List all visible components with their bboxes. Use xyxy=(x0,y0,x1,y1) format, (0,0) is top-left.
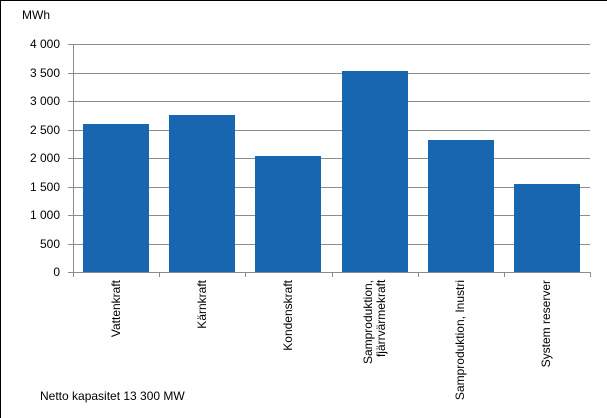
capacity-note: Netto kapasitet 13 300 MW xyxy=(40,389,185,403)
y-tick-label: 4 000 xyxy=(29,37,60,51)
gridline xyxy=(73,158,590,159)
bar xyxy=(255,155,322,272)
gridline xyxy=(73,186,590,188)
y-tick xyxy=(68,215,73,216)
gridline xyxy=(73,243,590,245)
x-tick xyxy=(73,272,74,277)
gridline xyxy=(73,72,590,74)
y-axis-unit-label: MWh xyxy=(22,8,50,22)
x-category-label: Kondenskraft xyxy=(280,280,295,351)
gridline xyxy=(73,215,590,216)
gridline xyxy=(73,129,590,131)
y-tick xyxy=(68,101,73,102)
y-tick-label: 1 000 xyxy=(29,208,60,222)
x-tick xyxy=(417,272,419,277)
y-tick-label: 500 xyxy=(39,236,60,251)
x-tick xyxy=(245,272,247,277)
x-category-label: Samproduktion, Inustri xyxy=(453,280,468,401)
y-tick xyxy=(68,243,73,245)
y-tick xyxy=(68,44,73,45)
y-tick xyxy=(68,158,73,159)
bar xyxy=(169,115,236,272)
bar xyxy=(83,123,150,272)
bar xyxy=(341,70,408,272)
x-category-label: Kärnkraft xyxy=(194,280,209,329)
y-tick xyxy=(68,186,73,188)
x-tick xyxy=(159,272,161,277)
gridline xyxy=(73,101,590,102)
y-tick-label: 0 xyxy=(53,265,60,279)
y-tick xyxy=(68,272,73,273)
x-tick xyxy=(503,272,505,277)
x-category-label: Vattenkraft xyxy=(108,280,123,338)
bar xyxy=(513,183,580,272)
y-tick-label: 2 500 xyxy=(29,122,60,137)
x-tick xyxy=(590,272,591,277)
bar xyxy=(427,139,494,272)
y-tick-label: 1 500 xyxy=(29,179,60,194)
y-tick-label: 3 000 xyxy=(29,94,60,108)
x-tick xyxy=(331,272,333,277)
y-tick xyxy=(68,72,73,74)
y-tick xyxy=(68,129,73,131)
x-category-label: Samproduktion, fjärrvärmekraft xyxy=(360,280,388,365)
x-category-label: System reserver xyxy=(539,280,554,368)
gridline xyxy=(73,44,590,45)
y-tick-label: 3 500 xyxy=(29,65,60,80)
y-tick-label: 2 000 xyxy=(29,151,60,165)
plot-area: 0 500 1 000 1 500 2 000 2 500 3 000 3 500 4 000 V… xyxy=(30,37,591,400)
